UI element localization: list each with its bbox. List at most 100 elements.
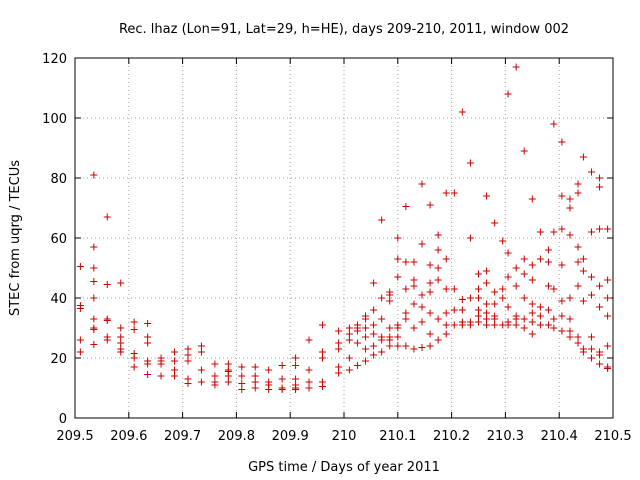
data-point [211,360,219,368]
data-point [305,366,313,374]
data-point [265,386,273,393]
x-tick-label: 210.2 [433,429,470,444]
data-point [370,351,378,359]
data-point [520,315,528,323]
data-point [544,321,552,329]
data-point [442,309,450,317]
data-point [278,362,286,369]
data-point [558,327,566,335]
data-point [278,375,286,383]
data-point [483,309,491,317]
data-point [491,219,499,227]
data-point [251,384,259,392]
data-point [144,371,152,378]
data-point [458,306,466,314]
data-point [410,300,418,308]
data-point [558,192,566,200]
data-point [335,339,343,347]
data-point [458,296,466,303]
x-tick-label: 209.6 [110,429,147,444]
data-point [466,159,474,167]
data-point [103,317,111,324]
x-tick-label: 210.5 [594,429,631,444]
data-point [550,120,558,128]
data-point [426,309,434,317]
data-point [566,294,574,302]
data-point [362,315,370,323]
y-tick-labels: 0 20 40 60 80 100 120 [42,52,67,427]
data-point [558,312,566,320]
data-point [426,261,434,269]
data-point [103,281,111,288]
data-point [550,228,558,236]
data-point [76,305,84,312]
x-tick-label: 209.9 [272,429,309,444]
data-point [520,294,528,302]
data-point [450,306,458,314]
data-point [362,324,370,332]
data-point [587,354,595,362]
data-point [558,261,566,269]
data-point [596,225,604,233]
x-tick-labels: 209.5 209.6 209.7 209.8 209.9 210 210.1 210.2 21… [56,429,631,444]
data-point [224,372,232,380]
data-point [426,342,434,350]
data-point [587,228,595,236]
data-point [144,360,152,368]
grid-lines [75,58,613,418]
data-point [550,315,558,323]
data-point [566,315,574,323]
data-point [512,315,520,323]
data-point [370,279,378,287]
data-point [544,306,552,314]
data-point [402,309,410,317]
data-point [410,258,418,266]
data-point [604,342,612,350]
data-point [544,258,552,266]
data-point [587,168,595,176]
data-point [434,315,442,323]
data-point [335,363,343,371]
data-point [197,378,205,386]
data-point [574,258,582,266]
data-point [579,153,587,161]
data-point [305,378,313,386]
data-point [574,180,582,188]
data-point [426,201,434,209]
data-point [117,279,125,287]
data-point [184,351,192,359]
data-point [536,228,544,236]
data-point [76,336,84,344]
data-point [278,386,286,393]
data-point [370,330,378,338]
data-point [238,372,246,380]
data-point [386,324,394,332]
data-point [157,372,165,380]
data-point [499,285,507,293]
x-tick-label: 210.4 [541,429,578,444]
data-point [362,345,370,353]
data-point [130,363,138,371]
data-point [90,243,98,251]
data-point [386,297,394,305]
data-point [345,354,353,362]
data-point [378,348,386,356]
data-point [450,285,458,293]
data-point [394,333,402,341]
data-point [475,312,482,320]
data-point [587,273,595,281]
data-point [103,336,111,344]
data-point [353,327,361,335]
data-point [418,303,426,311]
data-point [574,339,582,347]
data-point [442,189,450,197]
data-point [90,326,98,333]
data-point [410,282,418,290]
data-point [171,348,179,356]
data-point [528,276,536,284]
data-point [528,261,536,269]
y-tick-label: 40 [50,292,67,307]
data-point [504,303,512,311]
data-point [504,90,512,98]
